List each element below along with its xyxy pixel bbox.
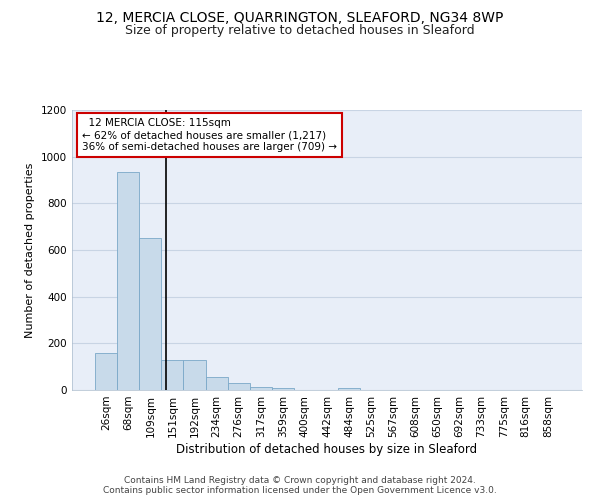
Text: Contains HM Land Registry data © Crown copyright and database right 2024.
Contai: Contains HM Land Registry data © Crown c…	[103, 476, 497, 495]
Bar	[338, 388, 360, 390]
Bar	[95, 352, 117, 390]
Bar	[250, 386, 272, 390]
Text: 12, MERCIA CLOSE, QUARRINGTON, SLEAFORD, NG34 8WP: 12, MERCIA CLOSE, QUARRINGTON, SLEAFORD,…	[97, 11, 503, 25]
X-axis label: Distribution of detached houses by size in Sleaford: Distribution of detached houses by size …	[176, 442, 478, 456]
Bar	[139, 238, 161, 390]
Bar	[272, 388, 294, 390]
Bar	[206, 377, 227, 390]
Text: 12 MERCIA CLOSE: 115sqm
← 62% of detached houses are smaller (1,217)
36% of semi: 12 MERCIA CLOSE: 115sqm ← 62% of detache…	[82, 118, 337, 152]
Bar	[227, 383, 250, 390]
Y-axis label: Number of detached properties: Number of detached properties	[25, 162, 35, 338]
Bar	[184, 360, 206, 390]
Bar	[161, 360, 184, 390]
Bar	[117, 172, 139, 390]
Text: Size of property relative to detached houses in Sleaford: Size of property relative to detached ho…	[125, 24, 475, 37]
